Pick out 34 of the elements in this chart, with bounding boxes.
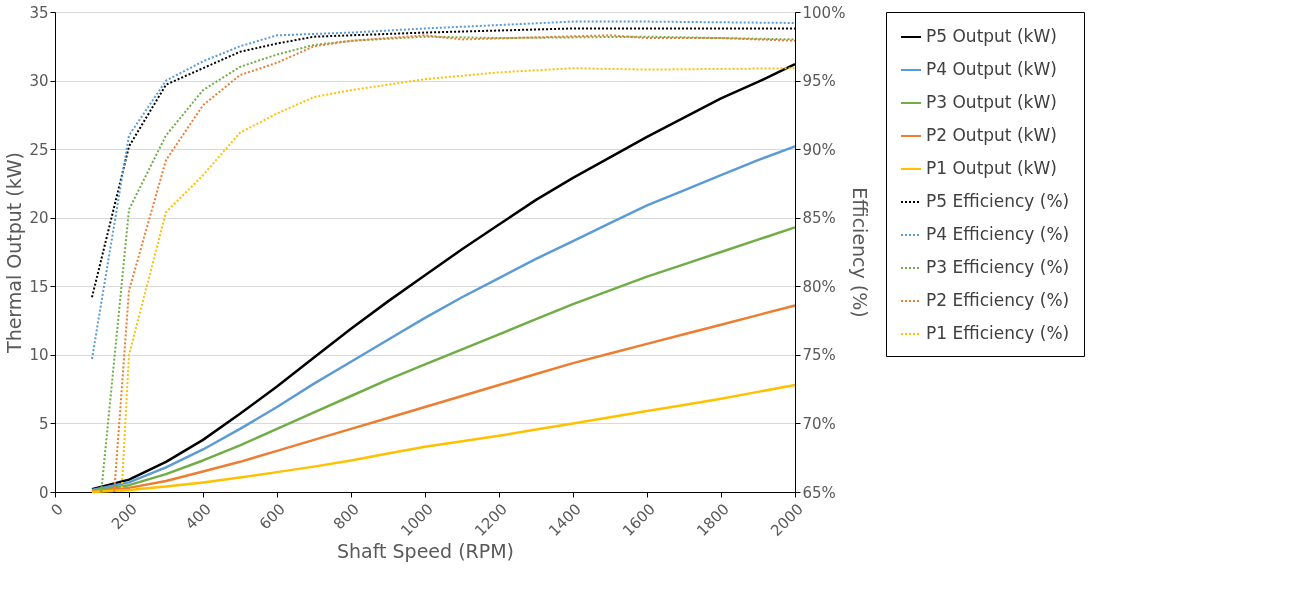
x-tick-label: 600: [255, 500, 289, 534]
legend-label: P1 Efficiency (%): [926, 323, 1070, 343]
y-tick-label: 10: [29, 346, 49, 365]
y-tick-label: 30: [29, 72, 49, 91]
y2-tick-label: 85%: [802, 209, 836, 228]
line-series: [91, 20, 796, 360]
y2-tick-label: 90%: [802, 140, 836, 159]
y2-tick-label: 70%: [802, 414, 836, 433]
y2-tick-label: 100%: [802, 3, 846, 22]
y-tick-label: 25: [29, 140, 49, 159]
legend-label: P1 Output (kW): [926, 158, 1057, 178]
y-tick-label: 20: [29, 209, 49, 228]
legend-label: P4 Output (kW): [926, 59, 1057, 79]
y-tick-label: 15: [29, 277, 49, 296]
legend-label: P3 Efficiency (%): [926, 257, 1070, 277]
y-tick-label: 35: [29, 3, 49, 22]
y2-tick-label: 65%: [802, 483, 836, 502]
y-tick-label: 5: [38, 414, 49, 433]
legend-label: P2 Output (kW): [926, 125, 1057, 145]
x-tick-label: 400: [181, 500, 215, 534]
legend-label: P5 Efficiency (%): [926, 191, 1070, 211]
legend-label: P2 Efficiency (%): [926, 290, 1070, 310]
x-tick-label: 800: [329, 500, 363, 534]
y-axis-title: Thermal Output (kW): [3, 152, 26, 354]
legend-label: P3 Output (kW): [926, 92, 1057, 112]
y-tick-label: 0: [38, 483, 49, 502]
legend-label: P4 Efficiency (%): [926, 224, 1070, 244]
y2-tick-label: 80%: [802, 277, 836, 296]
line-series: [90, 145, 797, 492]
y2-axis-title: Efficiency (%): [849, 187, 872, 318]
y2-tick-label: 95%: [802, 72, 836, 91]
y2-tick-label: 75%: [802, 346, 836, 365]
legend-label: P5 Output (kW): [926, 26, 1057, 46]
x-axis-title: Shaft Speed (RPM): [336, 540, 515, 563]
